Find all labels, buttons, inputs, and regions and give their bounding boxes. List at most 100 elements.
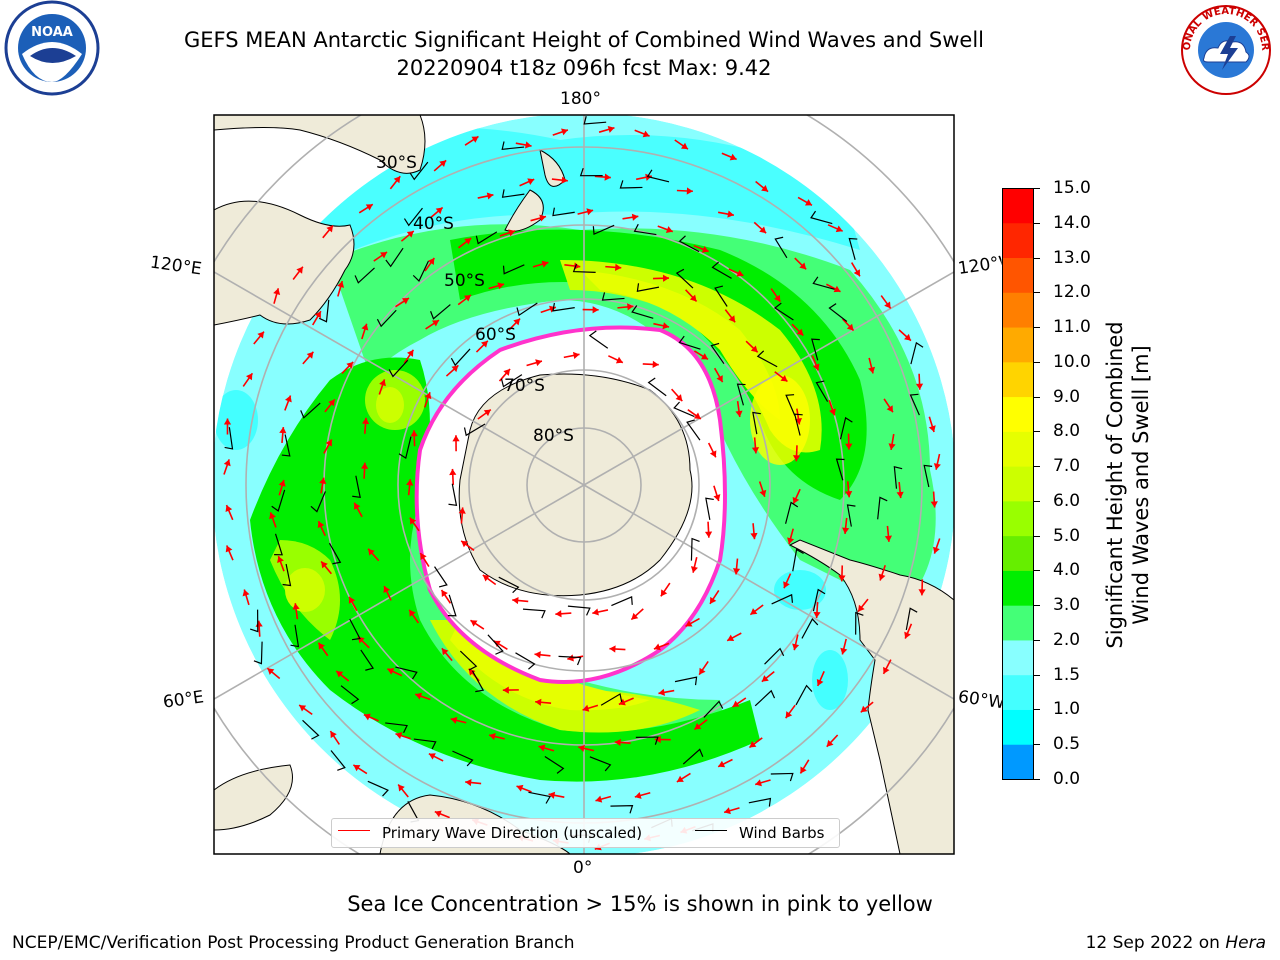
colorbar-tick — [1034, 188, 1040, 189]
wave-direction-arrowhead — [508, 229, 515, 237]
wind-barb — [516, 302, 538, 317]
wind-barb — [472, 670, 485, 693]
wave-direction-arrowhead — [665, 226, 673, 233]
lat-label-40s: 40°S — [413, 214, 454, 234]
wind-barb — [409, 161, 429, 181]
wave-direction-arrowhead — [267, 668, 275, 675]
wind-barb — [475, 231, 498, 245]
wind-barb — [592, 224, 615, 236]
colorbar-tick — [1034, 639, 1040, 641]
wind-barb — [328, 542, 342, 565]
wave-direction-arrowhead — [896, 491, 904, 499]
wave-direction-arrowhead — [884, 535, 892, 542]
wave-direction-arrowhead — [728, 315, 736, 323]
wind-barb — [893, 466, 903, 489]
wave-direction-arrowhead — [578, 744, 585, 752]
wave-direction-legend-label: Primary Wave Direction (unscaled) — [382, 824, 643, 842]
wind-barb — [705, 497, 714, 521]
wave-direction-arrowhead — [406, 230, 414, 238]
wave-direction-arrowhead — [592, 306, 599, 314]
wind-barb — [552, 207, 575, 217]
wind-barb — [395, 666, 418, 680]
colorbar-cell — [1002, 744, 1034, 780]
wave-direction-arrowhead — [439, 160, 447, 168]
wave-direction-arrowhead — [729, 153, 737, 161]
wind-barb — [447, 594, 457, 617]
wave-direction-arrowhead — [704, 531, 713, 538]
wave-direction-arrowhead — [379, 379, 386, 387]
wind-barb — [633, 223, 657, 236]
wave-direction-arrowhead — [750, 608, 758, 615]
colorbar-cell — [1002, 188, 1034, 224]
wave-direction-arrowhead — [631, 612, 639, 620]
wave-direction-arrowhead — [799, 262, 807, 270]
colorbar-cell — [1002, 397, 1034, 433]
wave-direction-arrowhead — [727, 210, 734, 218]
wave-direction-arrowhead — [360, 462, 369, 469]
wave-direction-arrowhead — [441, 648, 449, 656]
wave-direction-arrowhead — [353, 764, 361, 772]
wave-direction-arrowhead — [846, 323, 854, 331]
wind-barb — [756, 350, 778, 368]
wave-direction-arrowhead — [718, 760, 726, 768]
wave-direction-arrowhead — [535, 698, 542, 706]
wave-direction-arrowhead — [727, 634, 735, 642]
wind-barb — [463, 423, 486, 437]
wave-direction-arrowhead — [393, 176, 401, 184]
wind-barb — [224, 427, 234, 450]
wave-direction-arrowhead — [427, 258, 435, 265]
wave-direction-arrowhead — [516, 784, 524, 792]
wind-barb — [502, 264, 525, 275]
wind-barb — [910, 341, 924, 365]
wave-direction-arrowhead — [853, 269, 860, 277]
colorbar-cell — [1002, 536, 1034, 572]
colorbar-cell — [1002, 362, 1034, 398]
wave-direction-arrowhead — [465, 778, 472, 787]
noaa-logo-icon: NOAA — [4, 0, 100, 96]
wave-direction-arrowhead — [326, 225, 334, 233]
wind-barb — [500, 374, 523, 388]
wind-barb — [249, 609, 259, 633]
wave-direction-arrowhead — [614, 263, 622, 271]
wave-direction-arrowhead — [424, 392, 432, 400]
colorbar-tick-label: 10.0 — [1053, 351, 1091, 372]
wind-barb — [673, 401, 695, 418]
wave-direction-arrowhead — [368, 548, 375, 556]
wind-barb — [710, 342, 725, 365]
wind-barb — [752, 411, 761, 435]
wave-direction-arrowhead — [631, 213, 639, 221]
wind-barb — [544, 756, 565, 774]
wave-direction-arrowhead — [860, 705, 868, 713]
wave-direction-arrowhead — [607, 125, 615, 133]
wave-direction-arrowhead — [242, 589, 250, 597]
wind-barb — [812, 276, 835, 290]
lat-label-60s: 60°S — [475, 325, 516, 345]
wind-barb — [923, 464, 933, 488]
wave-direction-arrowhead — [662, 274, 670, 282]
colorbar-cell — [1002, 605, 1034, 641]
wave-direction-arrowhead — [296, 266, 303, 274]
wave-direction-arrowhead — [930, 501, 938, 508]
wave-direction-arrowhead — [337, 281, 345, 288]
wind-barb — [340, 685, 360, 705]
wave-direction-arrowhead — [348, 596, 356, 604]
wave-direction-legend-line — [338, 830, 370, 831]
wind-barb — [748, 797, 772, 807]
wave-direction-arrowhead — [888, 443, 896, 450]
wave-direction-arrowhead — [395, 732, 403, 740]
wind-barb — [792, 548, 804, 572]
wave-direction-arrowhead — [415, 692, 423, 700]
wind-barb — [558, 655, 582, 666]
wave-direction-arrowhead — [724, 807, 731, 815]
wave-direction-arrowhead — [918, 589, 926, 596]
wind-barb — [413, 738, 437, 750]
wave-direction-arrowhead — [535, 359, 542, 367]
wave-direction-arrowhead — [548, 791, 556, 799]
wave-direction-arrowhead — [675, 394, 683, 402]
wave-direction-arrowhead — [483, 409, 491, 417]
wave-direction-arrowhead — [471, 136, 479, 143]
wave-direction-arrowhead — [694, 723, 702, 730]
wave-direction-arrowhead — [761, 185, 769, 192]
wind-barb — [839, 416, 853, 440]
wind-barb — [271, 489, 286, 512]
